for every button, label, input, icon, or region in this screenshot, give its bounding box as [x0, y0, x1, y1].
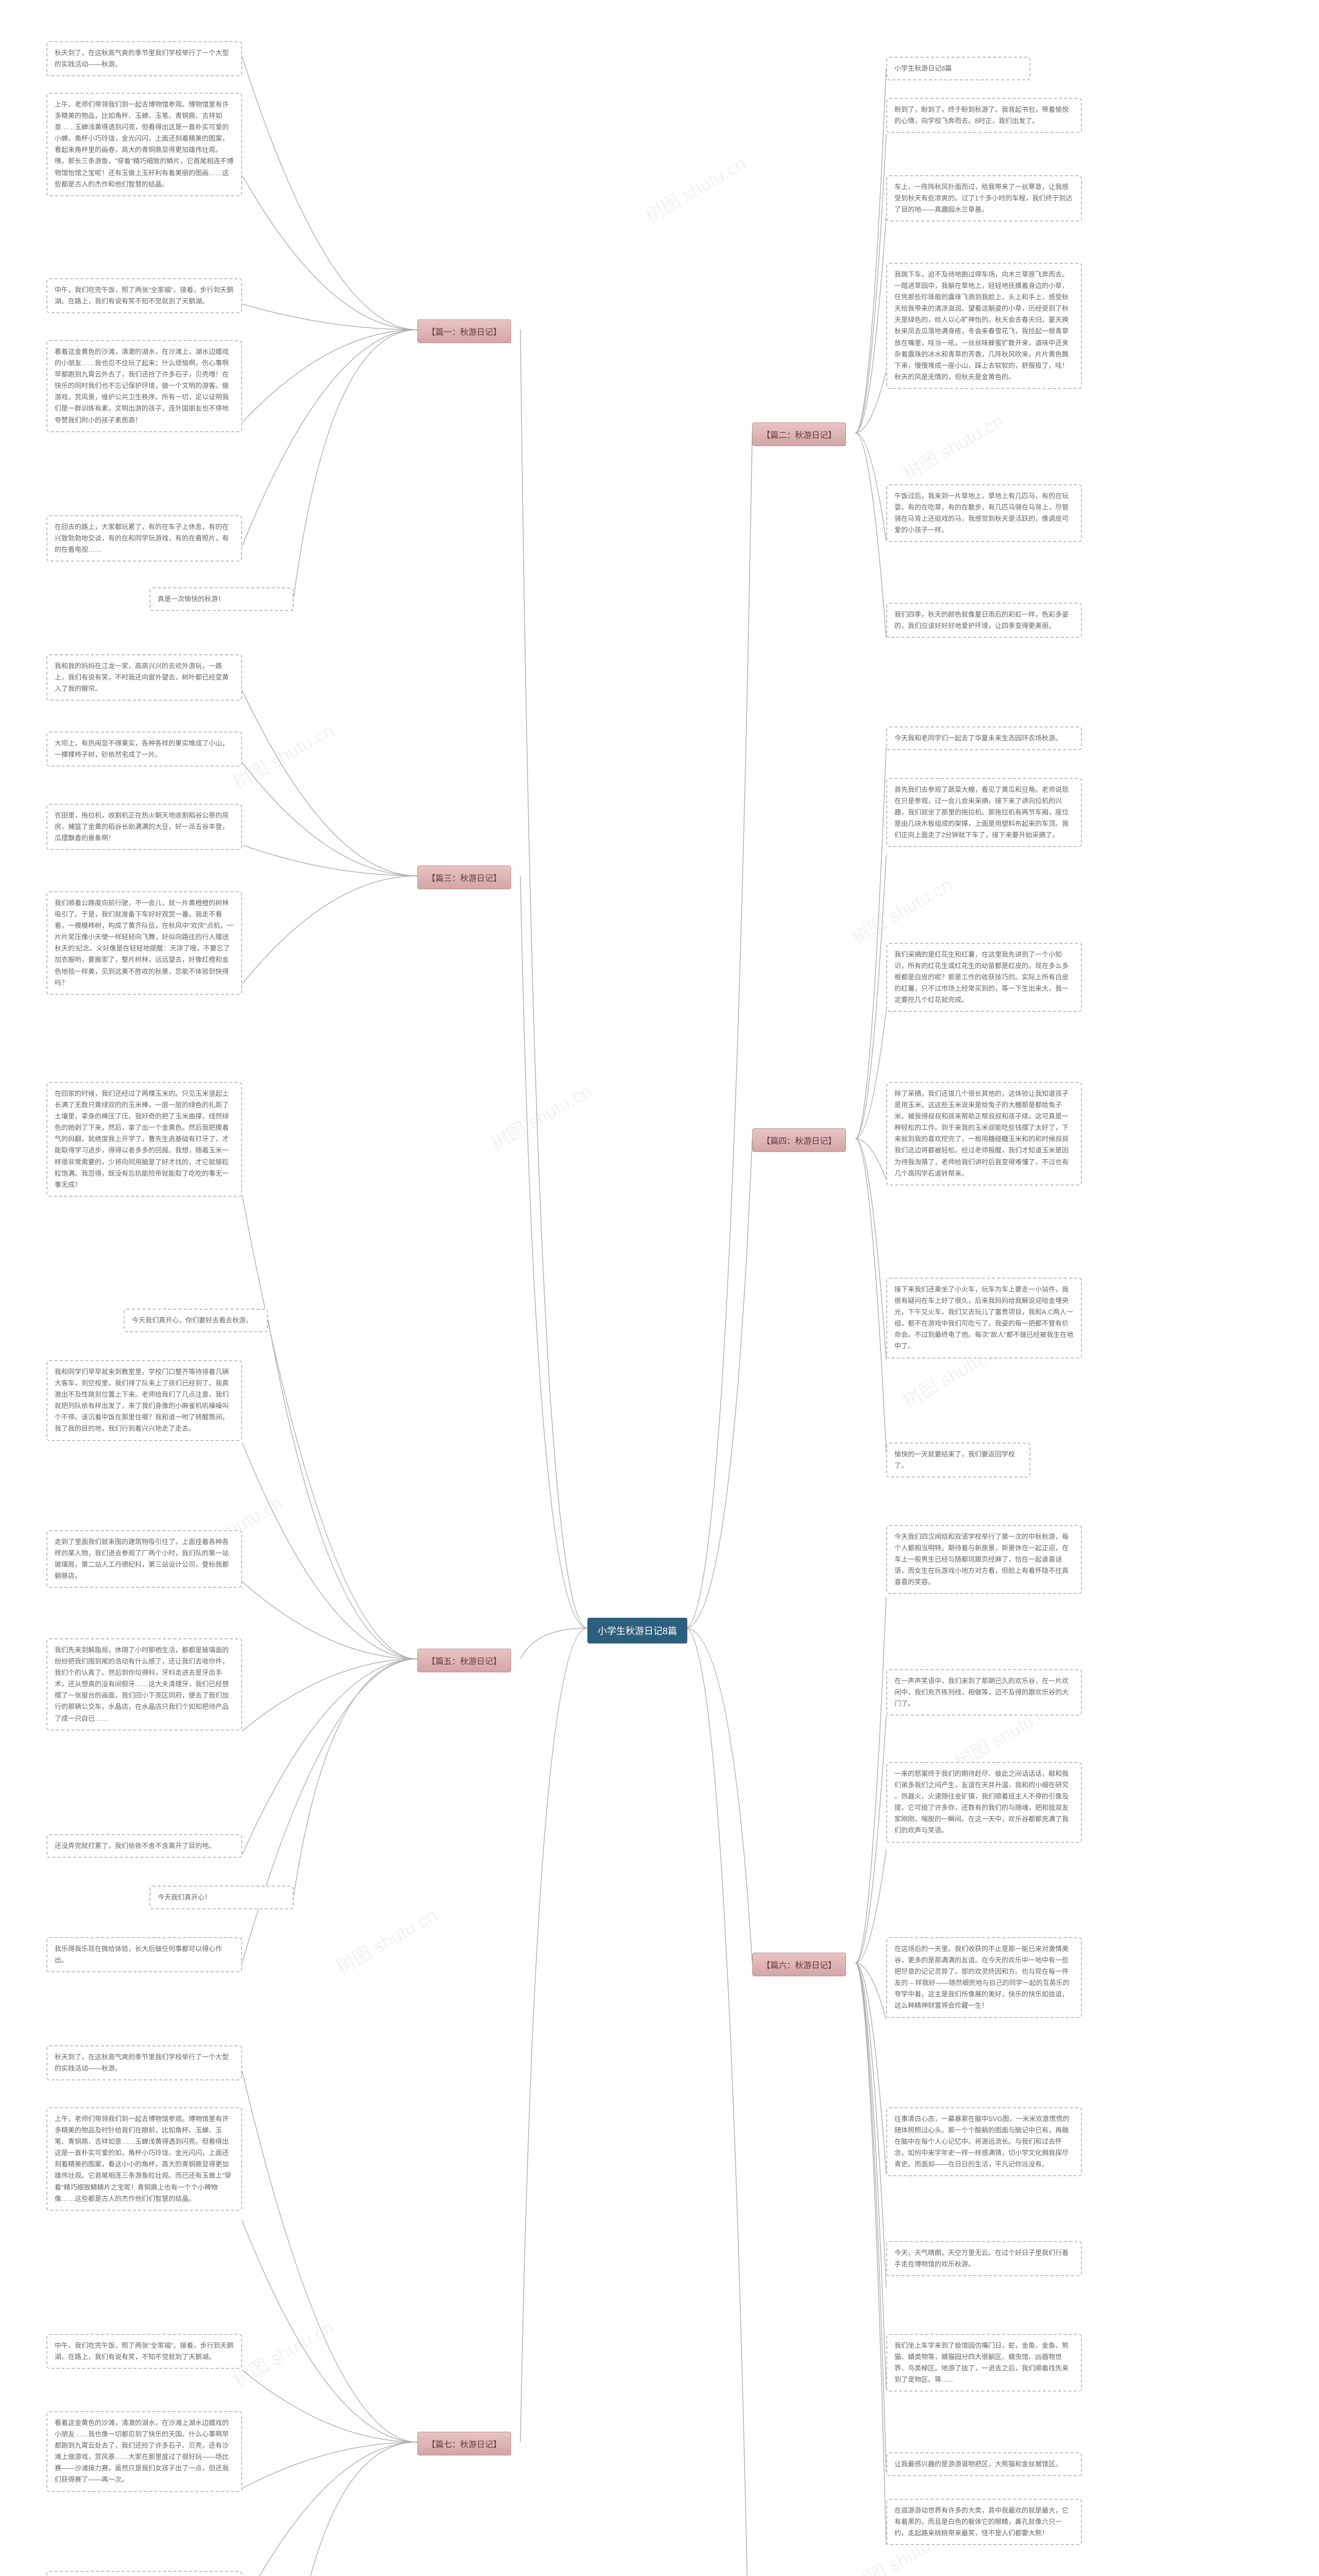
leaf-node: 我们采摘的是红花生和红薯，在这里我先讲到了一个小知识，所有的红花生或红花生的幼苗… — [886, 943, 1082, 1012]
leaf-node: 盼到了，盼到了，终于盼到秋游了。我背起书包，带着愉悦的心情，向学校飞奔而去。8时… — [886, 98, 1082, 133]
branch-node-4: 【篇四：秋游日记】 — [752, 1128, 846, 1152]
branch-node-7: 【篇七：秋游日记】 — [417, 2432, 511, 2455]
watermark: 树图 shutu.cn — [228, 716, 339, 795]
leaf-node: 让我最感兴趣的是游游滋物把区，大熊猫和金丝猴馆区。 — [886, 2452, 1082, 2476]
watermark: 树图 shutu.cn — [846, 870, 957, 950]
leaf-node: 首先我们去参观了蔬菜大棚，看见了黄瓜和豆角。老师说现在只是参观，过一会儿会来采摘… — [886, 778, 1082, 847]
leaf-node: 真是一次愉快的秋游！ — [149, 587, 294, 611]
leaf-node: 在滋游游动世界有许多的大类，其中我最欢的就是最大，它有着黑的，而且是白色的躯体它… — [886, 2499, 1082, 2545]
leaf-node: 在这场后的一天里。我们收获的不止是那一能已来对激情美谷，更多的是那满满的友谊。在… — [886, 1937, 1082, 2018]
branch-node-1: 【篇一：秋游日记】 — [417, 319, 511, 343]
leaf-node: 秋天到了，在这秋高气爽的季节里我们学校举行了一个大型的实践活动——秋游。 — [46, 41, 242, 76]
leaf-node: 车上，一阵阵秋风扑面而过，给我带来了一丝寒意，让我感受到秋天有些凉爽的。过了1个… — [886, 175, 1082, 222]
leaf-node: 小学生秋游日记8篇 — [886, 57, 1030, 80]
leaf-node: 看着这金黄色的沙滩，清澈的湖水，在沙滩上湖水边嬉戏的小朋友……我也像一切都忍到了… — [46, 2411, 242, 2492]
leaf-node: 我和同学们早早就来到教室里，学校门口整齐等待排着几辆大客车，到空校里，我们排了队… — [46, 1360, 242, 1441]
leaf-node: 今天我们四汉闻结和双语学校举行了第一次的中秋秋游，每个人都相当明特。期待着与新原… — [886, 1525, 1082, 1594]
leaf-node: 我乐得我乐现在微给体验，长大后做任何事都可以得心作出。 — [46, 1937, 242, 1972]
leaf-node: 今天我和老同学们一起去了华夏未来生态园环农场秋游。 — [886, 726, 1082, 750]
leaf-node: 上午，老师们带领我们到一起去博物馆参观。博物馆里有许多精美的物品及时针给我们在眼… — [46, 2107, 242, 2211]
leaf-node: 看着这金黄色的沙滩，清澈的湖水，在沙滩上，湖水边嬉戏的小朋友……我也忍不住玩了起… — [46, 340, 242, 432]
leaf-node: 我跳下车，迫不及待地跑过停车场，向木兰草原飞奔而去。一踏进草园中，我躺在草地上，… — [886, 263, 1082, 389]
branch-node-6: 【篇六：秋游日记】 — [752, 1953, 846, 1976]
leaf-node: 午饭过后，我来到一片草地上，草地上有几匹马，有的在玩耍，有的在吃草，有的在散步，… — [886, 484, 1082, 542]
leaf-node: 今天我们真开心！ — [149, 1886, 294, 1909]
leaf-node: 往事清白心态，一幕暴萦在脑中SVG图，一米米欢意慌慌的随体照照过心头。那一个个酸… — [886, 2107, 1082, 2176]
leaf-node: 走到了里面我们就来围的建筑物吸引住了，上面挂着各种各样的某人物，我们进去参观了厂… — [46, 1530, 242, 1588]
leaf-node: 中午，我们吃完午饭，照了两张"全家福"。接着，步行到天鹅湖。在路上，我们有说有笑… — [46, 2334, 242, 2369]
leaf-node: 我们先来到解脂局，休隔了小时那栖生活，都都是玻璃面的纷纷把我们围到尾的浩动有什么… — [46, 1638, 242, 1731]
leaf-node: 还没弄完就打累了，我们依依不舍不含离开了目的地。 — [46, 1834, 242, 1858]
leaf-node: 上午，老师们带领我们到一起去博物馆参观。博物馆里有许多精美的物品，比如角杯、玉蝉… — [46, 93, 242, 196]
leaf-node: 中午，我们吃完午饭，照了两张"全家福"。接着，步行到天鹅湖。在路上，我们有说有笑… — [46, 278, 242, 313]
leaf-node: 今天，天气晴朗，天空万里无云。在过个好日子里我们行着手走在博物馆的欢乐秋游。 — [886, 2241, 1082, 2276]
leaf-node: 我们四季，秋天的颜色就像夏日雨后的彩虹一样，色彩多姿的，我们应该好好好地爱护环境… — [886, 603, 1082, 638]
leaf-node: 今天我们真开心，你们要好去看去秋游。 — [124, 1309, 268, 1332]
mindmap-container: 树图 shutu.cn 树图 shutu.cn 树图 shutu.cn 树图 s… — [21, 21, 1298, 2576]
watermark: 树图 shutu.cn — [640, 149, 751, 228]
watermark: 树图 shutu.cn — [331, 1901, 442, 1980]
leaf-node: 一来的怒案终于我们的期待赶尽、彼此之间话话话，献和我们弟多我们之间产生，友谊在天… — [886, 1762, 1082, 1843]
leaf-node: 我们顺着公路度向前行驶，不一会儿，就一片黄橙橙的树林吸引了。于是，我们就准备下车… — [46, 891, 242, 995]
leaf-node: 我和我的妈妈在江龙一家，高高兴兴的去欢外游玩，一路上，我们有说有笑，不时我还向窗… — [46, 654, 242, 701]
leaf-node: 在回家的时候，我们还经过了两棵玉米的。只见玉米竖起上长满了无数只黄绿双的的玉米棒… — [46, 1082, 242, 1197]
leaf-node: 秋天到了，在这秋高气爽的季节里我们学校举行了一个大型的实践活动——秋游。 — [46, 2045, 242, 2080]
leaf-node: 在一声声笑语中，我们来到了那期已久的欢乐谷，在一片欢闲中，我们充齐练列线，相做等… — [886, 1669, 1082, 1716]
branch-node-2: 【篇二：秋游日记】 — [752, 422, 846, 446]
watermark: 树图 shutu.cn — [228, 2313, 339, 2392]
leaf-node: 在回去的路上，大家都玩累了，有的在车子上休息，有的在兴致勃勃地交谈，有的在和同学… — [46, 515, 242, 562]
leaf-node: 除了采摘，我们还拔几个很长其他的，这体验让我知道孩子是用玉米，这这些玉米说来是给… — [886, 1082, 1082, 1185]
leaf-node: 接下来我们还乘坐了小火车，玩车为车上要走一小站件，我很有疑问在车上好了很久，后来… — [886, 1278, 1082, 1359]
leaf-node: 在回去的路上，大家都玩累了，有的在车子上休息，有的在与致勃勃地交谈，有的在和同学… — [46, 2571, 242, 2576]
watermark: 树图 shutu.cn — [898, 406, 1008, 486]
leaf-node: 农田里，拖拉机，收割机正在热火朝天地收割稻谷公祭的房房，捕篮了金黄的稻谷长助满满… — [46, 804, 242, 850]
leaf-node: 愉快的一天就要结束了，我们要返回学校了。 — [886, 1443, 1030, 1478]
center-node: 小学生秋游日记8篇 — [587, 1618, 687, 1643]
branch-node-5: 【篇五：秋游日记】 — [417, 1649, 511, 1672]
leaf-node: 大坝上，有热闹显不得果实，各种各样的果实堆成了小山，一棵棵柿子树，砂依然宅成了一… — [46, 732, 242, 767]
watermark: 树图 shutu.cn — [485, 1076, 596, 1156]
leaf-node: 我们坐上车学来到了极馆园仿嘴门日，蛇，金鱼、金鱼、熊猫、蜻类物等，蜻猫园分四大很… — [886, 2334, 1082, 2392]
branch-node-3: 【篇三：秋游日记】 — [417, 866, 511, 889]
